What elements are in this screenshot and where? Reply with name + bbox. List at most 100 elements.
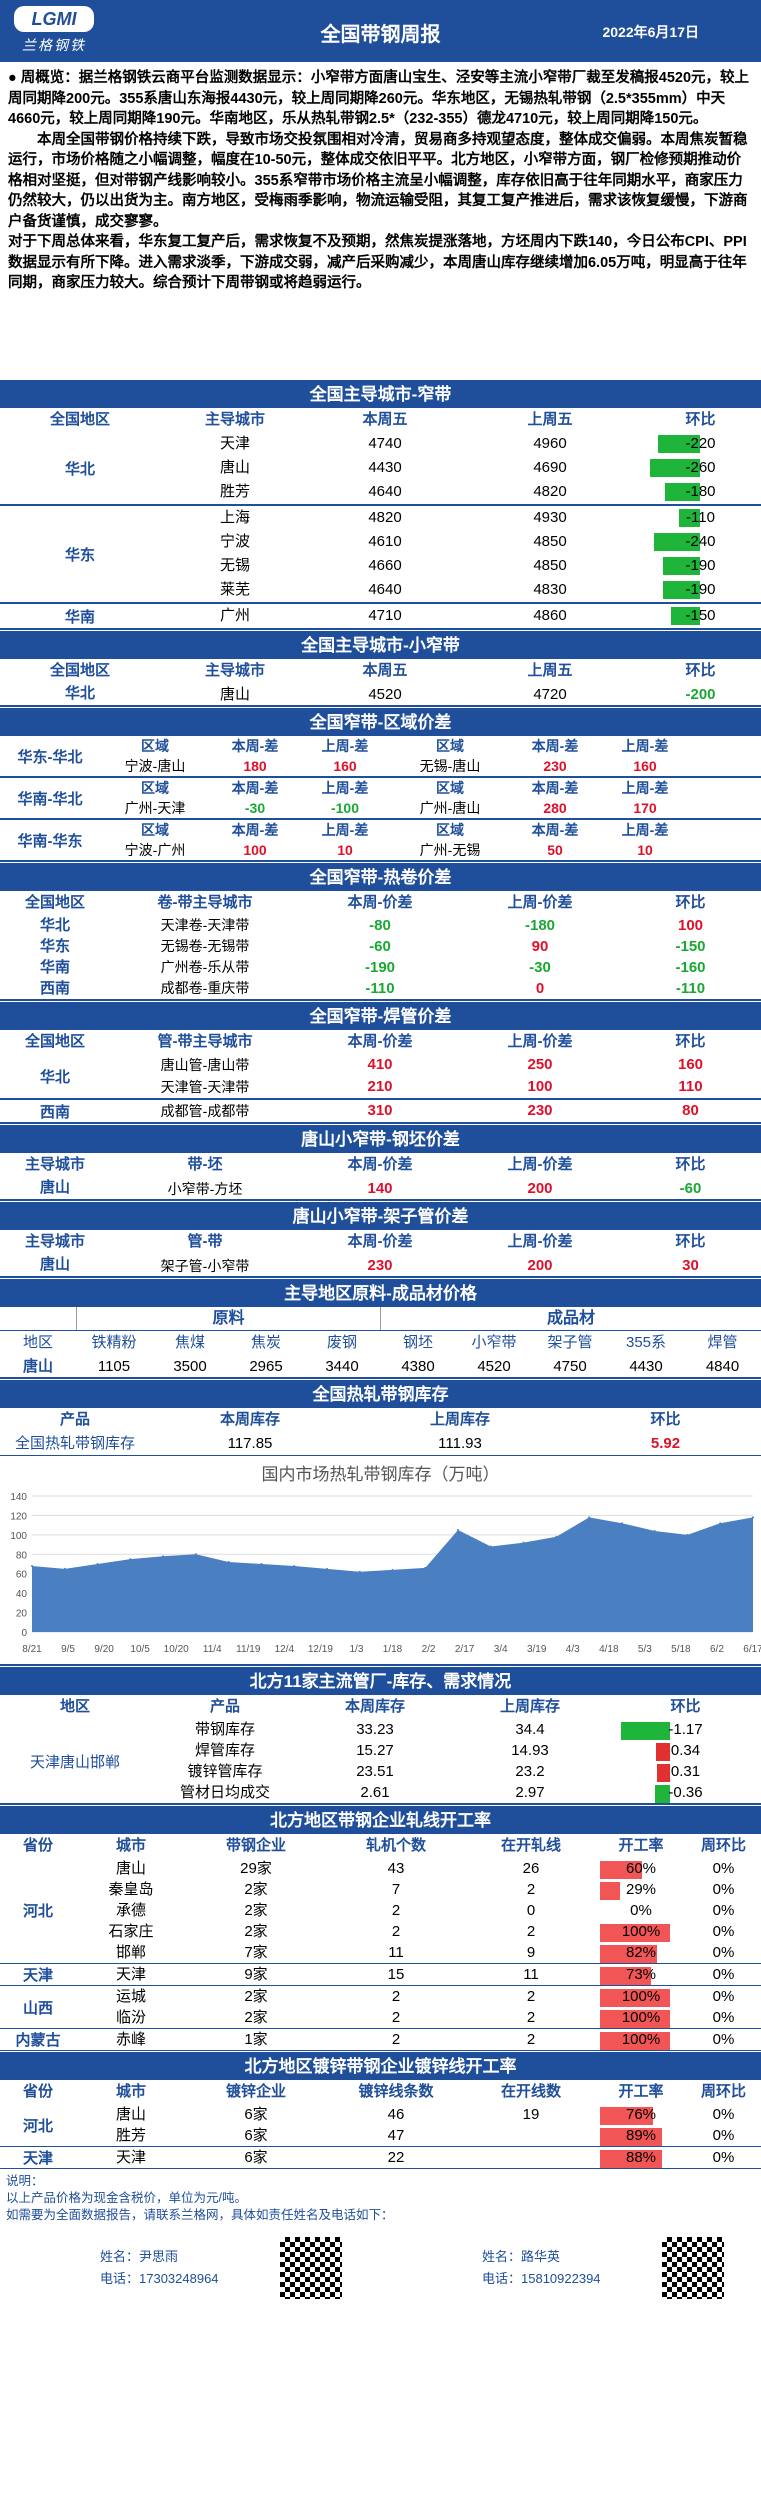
pipe-group: 天津唐山邯郸 带钢库存 33.23 34.4 -1.17 焊管库存 15.27 14.93 0.… bbox=[0, 1719, 761, 1805]
rate-bar bbox=[600, 1945, 658, 1963]
cell: 140 bbox=[367, 1180, 393, 1197]
change-cell: -240 bbox=[640, 530, 761, 554]
column-header: 主导城市 bbox=[204, 662, 265, 679]
table-row: 广州 4710 4860 -150 bbox=[160, 604, 761, 628]
cell: 全国热轧带钢库存 bbox=[14, 1435, 135, 1452]
column-header: 废钢 bbox=[326, 1334, 357, 1351]
change-bar bbox=[621, 1722, 670, 1740]
city: 赤峰 bbox=[115, 2031, 146, 2048]
this-week: 4660 bbox=[368, 557, 402, 574]
running: 26 bbox=[522, 1860, 540, 1877]
column-header: 上周-差 bbox=[621, 780, 669, 796]
change-bar bbox=[671, 607, 700, 625]
column-header: 上周五 bbox=[527, 411, 573, 428]
table-row: 华东 无锡卷-无锡带 -60 90 -150 bbox=[0, 936, 761, 957]
column-header: 卷-带主导城市 bbox=[157, 894, 253, 911]
column-header: 上周五 bbox=[527, 662, 573, 679]
spread-cell: 100 bbox=[243, 842, 267, 858]
cell: 210 bbox=[367, 1078, 393, 1095]
table-header: 全国地区 主导城市 本周五 上周五 环比 bbox=[0, 408, 761, 432]
column-header: 本周五 bbox=[362, 662, 408, 679]
this-week: 4820 bbox=[368, 509, 402, 526]
column-header: 全国地区 bbox=[24, 894, 85, 911]
y-tick-label: 140 bbox=[10, 1492, 27, 1503]
cell: 天津卷-天津带 bbox=[160, 917, 250, 933]
spread-group-name: 华东-华北 bbox=[17, 748, 83, 766]
chart-wrapper: 国内市场热轧带钢库存（万吨） 0 20 40 60 80 100 120 140 8/21 9/5 9… bbox=[0, 1456, 761, 1666]
cell: 110 bbox=[678, 1078, 703, 1095]
data-point bbox=[686, 1533, 689, 1536]
data-point bbox=[162, 1555, 165, 1558]
spread-group-name: 华南-华北 bbox=[17, 790, 83, 808]
cell: -60 bbox=[369, 938, 391, 955]
column-header: 主导城市 bbox=[24, 1156, 85, 1173]
column-header: 地区 bbox=[59, 1698, 90, 1715]
province-label: 河北 bbox=[22, 2117, 53, 2135]
spacer bbox=[0, 1307, 76, 1330]
spread-cell: 广州-唐山 bbox=[419, 800, 481, 816]
note-title: 说明： bbox=[6, 2174, 44, 2188]
column-header: 上周库存 bbox=[429, 1411, 490, 1428]
region-label: 西南 bbox=[39, 1103, 70, 1121]
region-label: 华北 bbox=[39, 1068, 70, 1086]
x-tick-label: 9/5 bbox=[61, 1644, 75, 1655]
spread-cell: 宁波-广州 bbox=[124, 842, 186, 858]
column-header: 环比 bbox=[650, 1411, 681, 1428]
data-point bbox=[260, 1563, 263, 1565]
column-header: 在开轧线 bbox=[500, 1837, 561, 1854]
rate-value: 100% bbox=[621, 2031, 661, 2048]
column-header: 周环比 bbox=[700, 2083, 746, 2100]
cell: 4520 bbox=[477, 1358, 511, 1375]
column-header: 区域 bbox=[141, 738, 169, 754]
fin-label: 成品材 bbox=[380, 1307, 761, 1330]
data-point bbox=[293, 1564, 296, 1567]
contact-tel: 电话：15810922394 bbox=[482, 2271, 601, 2286]
province-group: 天津 天津 9家 15 11 73% 0% bbox=[0, 1964, 761, 1986]
cell: -60 bbox=[679, 1180, 702, 1197]
spread-cell: 宁波-唐山 bbox=[124, 758, 186, 774]
weekly-change: 0% bbox=[712, 1966, 735, 1983]
column-header: 带钢企业 bbox=[225, 1837, 286, 1854]
table-row: 石家庄 2家 2 2 100% 0% bbox=[76, 1921, 761, 1942]
y-tick-label: 60 bbox=[16, 1570, 28, 1581]
column-header: 全国地区 bbox=[49, 411, 110, 428]
last-week: 23.2 bbox=[515, 1763, 545, 1780]
change-bar bbox=[650, 459, 700, 477]
data-point bbox=[620, 1522, 623, 1525]
table-header: 省份 城市 镀锌企业 镀锌线条数 在开线数 开工率 周环比 bbox=[0, 2080, 761, 2104]
last-week: 4830 bbox=[533, 581, 567, 598]
note-line: 如需要为全面数据报告，请联系兰格网，具体如责任姓名及电话如下： bbox=[6, 2208, 394, 2222]
x-tick-label: 5/3 bbox=[638, 1644, 652, 1655]
data-point bbox=[752, 1516, 754, 1519]
rate-cell: 73% bbox=[596, 1964, 686, 1985]
contact-name: 姓名：路华英 bbox=[482, 2249, 561, 2264]
companies: 2家 bbox=[244, 1923, 268, 1940]
section-title: 唐山小窄带-架子管价差 bbox=[0, 1201, 761, 1230]
x-tick-label: 12/19 bbox=[308, 1644, 333, 1655]
spread-rows: 区域 本周-差 上周-差 区域 本周-差 上周-差 宁波-唐山 180 160 无锡-唐山 230 1… bbox=[100, 736, 690, 776]
x-tick-label: 8/21 bbox=[22, 1644, 42, 1655]
change-cell: -260 bbox=[640, 456, 761, 480]
rate-value: 89% bbox=[625, 2127, 657, 2144]
rate-bar bbox=[600, 2150, 662, 2168]
spread-rows: 区域 本周-差 上周-差 区域 本周-差 上周-差 广州-天津 -30 -100 广州-唐山 280… bbox=[100, 778, 690, 818]
section-title: 全国主导城市-小窄带 bbox=[0, 630, 761, 659]
lines: 15 bbox=[387, 1966, 405, 1983]
data-point bbox=[325, 1567, 328, 1570]
column-header: 全国地区 bbox=[24, 1033, 85, 1050]
x-tick-label: 1/18 bbox=[383, 1644, 403, 1655]
cell: 200 bbox=[527, 1257, 553, 1274]
cell: -190 bbox=[364, 959, 396, 976]
column-header: 省份 bbox=[22, 1837, 53, 1854]
cell: 4520 bbox=[368, 686, 402, 703]
cell: 410 bbox=[367, 1056, 393, 1073]
qr-code-icon bbox=[662, 2237, 724, 2299]
x-tick-label: 4/3 bbox=[566, 1644, 580, 1655]
y-tick-label: 80 bbox=[16, 1550, 28, 1561]
cell: 310 bbox=[367, 1102, 393, 1119]
cell: 200 bbox=[527, 1180, 553, 1197]
section-title: 北方11家主流管厂-库存、需求情况 bbox=[0, 1666, 761, 1695]
chart-title: 国内市场热轧带钢库存（万吨） bbox=[262, 1465, 500, 1485]
weekly-change: 0% bbox=[712, 2149, 735, 2166]
price-row: 唐山 1105 3500 2965 3440 4380 4520 4750 4430 4840 bbox=[0, 1355, 761, 1379]
